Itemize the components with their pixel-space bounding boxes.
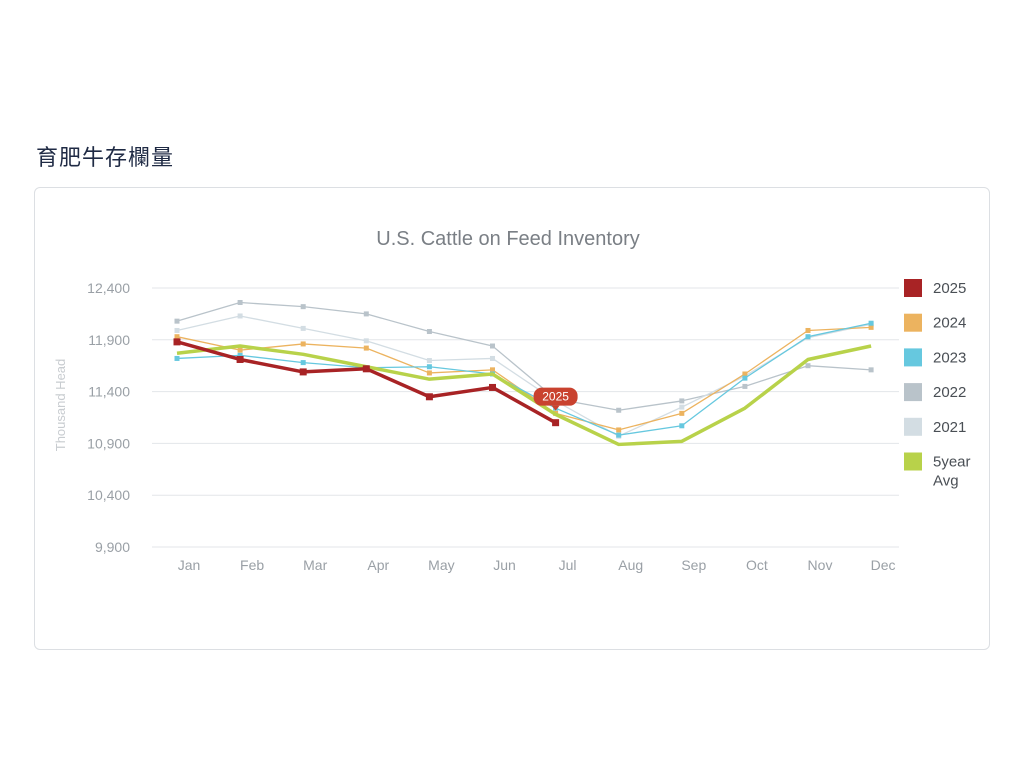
data-point	[868, 320, 874, 326]
data-point	[805, 327, 811, 333]
legend-item[interactable]: 5year Avg	[904, 452, 971, 490]
legend-swatch	[904, 348, 922, 367]
data-point	[174, 334, 180, 340]
data-point	[300, 341, 306, 347]
data-point	[616, 432, 622, 438]
legend-item[interactable]: 2025	[904, 279, 966, 297]
series-line	[176, 322, 872, 436]
data-point	[490, 367, 495, 373]
legend-item[interactable]: 2021	[904, 417, 966, 436]
data-point	[805, 334, 811, 340]
chart-card: U.S. Cattle on Feed Inventory Thousand H…	[34, 187, 990, 650]
data-point	[679, 423, 685, 429]
x-tick-label: Oct	[746, 557, 768, 573]
data-point	[299, 368, 307, 376]
legend-label: 2024	[933, 315, 966, 332]
legend-label: 2022	[933, 384, 966, 401]
x-tick-label: Mar	[303, 557, 327, 573]
data-point	[552, 419, 560, 427]
series-line	[176, 344, 872, 447]
series-5year-avg	[176, 344, 872, 447]
tooltip-pointer	[551, 405, 560, 411]
x-tick-label: Aug	[618, 557, 643, 573]
legend-swatch	[904, 417, 922, 436]
data-point	[679, 398, 685, 404]
legend-item[interactable]: 2023	[904, 348, 966, 367]
tooltip-label: 2025	[542, 390, 569, 404]
legend-swatch	[904, 313, 922, 332]
x-tick-label: Sep	[681, 557, 706, 573]
data-point	[616, 427, 622, 433]
x-tick-label: Dec	[871, 557, 896, 573]
data-point	[363, 345, 369, 351]
series-line	[176, 340, 557, 425]
data-point	[679, 404, 685, 410]
data-point	[868, 324, 874, 330]
data-point	[868, 367, 874, 373]
data-point	[490, 355, 495, 361]
legend-item[interactable]: 2024	[904, 313, 966, 332]
x-tick-label: May	[428, 557, 454, 573]
data-point	[426, 370, 432, 376]
series-line	[176, 301, 872, 411]
legend-label: 2021	[933, 419, 966, 436]
data-point	[237, 347, 243, 353]
data-point	[742, 371, 748, 377]
legend-swatch	[904, 279, 922, 297]
data-point	[236, 355, 244, 363]
legend-label: 2025	[933, 280, 966, 297]
y-tick-label: 12,400	[87, 280, 130, 296]
page-title: 育肥牛存欄量	[36, 146, 175, 171]
data-point	[173, 338, 181, 346]
y-tick-label: 11,400	[88, 384, 130, 400]
y-tick-label: 9,900	[95, 539, 130, 555]
x-tick-label: Jun	[493, 557, 516, 573]
data-point	[489, 383, 496, 391]
data-point	[679, 410, 685, 416]
y-tick-label: 10,900	[87, 435, 130, 451]
tooltip-bubble	[533, 387, 578, 406]
data-point	[742, 375, 748, 381]
legend-label: 2023	[933, 349, 966, 366]
data-point	[363, 338, 369, 344]
legend-label: 5year	[933, 454, 971, 471]
data-point	[616, 407, 622, 413]
y-tick-label: 10,400	[87, 487, 130, 503]
data-point	[237, 313, 243, 319]
data-point	[300, 304, 306, 310]
data-point	[426, 364, 432, 370]
legend-swatch	[904, 452, 922, 471]
series-2021	[174, 313, 874, 439]
chart-title: U.S. Cattle on Feed Inventory	[376, 228, 639, 250]
data-point	[742, 383, 748, 389]
legend-label: Avg	[933, 473, 959, 490]
data-point	[174, 318, 180, 324]
series-2025	[173, 338, 560, 427]
data-point	[426, 358, 432, 364]
data-point	[174, 355, 180, 361]
data-point	[300, 325, 306, 331]
legend-swatch	[904, 383, 922, 402]
x-tick-label: Jul	[559, 557, 577, 573]
data-point	[425, 393, 433, 401]
data-point	[490, 343, 495, 349]
x-tick-label: Apr	[367, 557, 389, 573]
data-point	[805, 363, 811, 369]
data-point	[237, 300, 243, 306]
x-tick-label: Jan	[178, 557, 201, 573]
data-point	[426, 329, 432, 335]
data-point	[174, 327, 180, 333]
y-tick-label: 11,900	[88, 332, 130, 348]
data-point	[300, 360, 306, 366]
x-tick-label: Feb	[240, 557, 264, 573]
y-axis-label: Thousand Head	[53, 359, 68, 452]
cattle-inventory-chart: U.S. Cattle on Feed Inventory Thousand H…	[53, 228, 971, 573]
data-point	[362, 365, 370, 373]
legend-item[interactable]: 2022	[904, 383, 966, 402]
data-point	[237, 352, 243, 358]
data-point	[363, 311, 369, 317]
series-line	[176, 315, 872, 437]
x-tick-label: Nov	[808, 557, 833, 573]
